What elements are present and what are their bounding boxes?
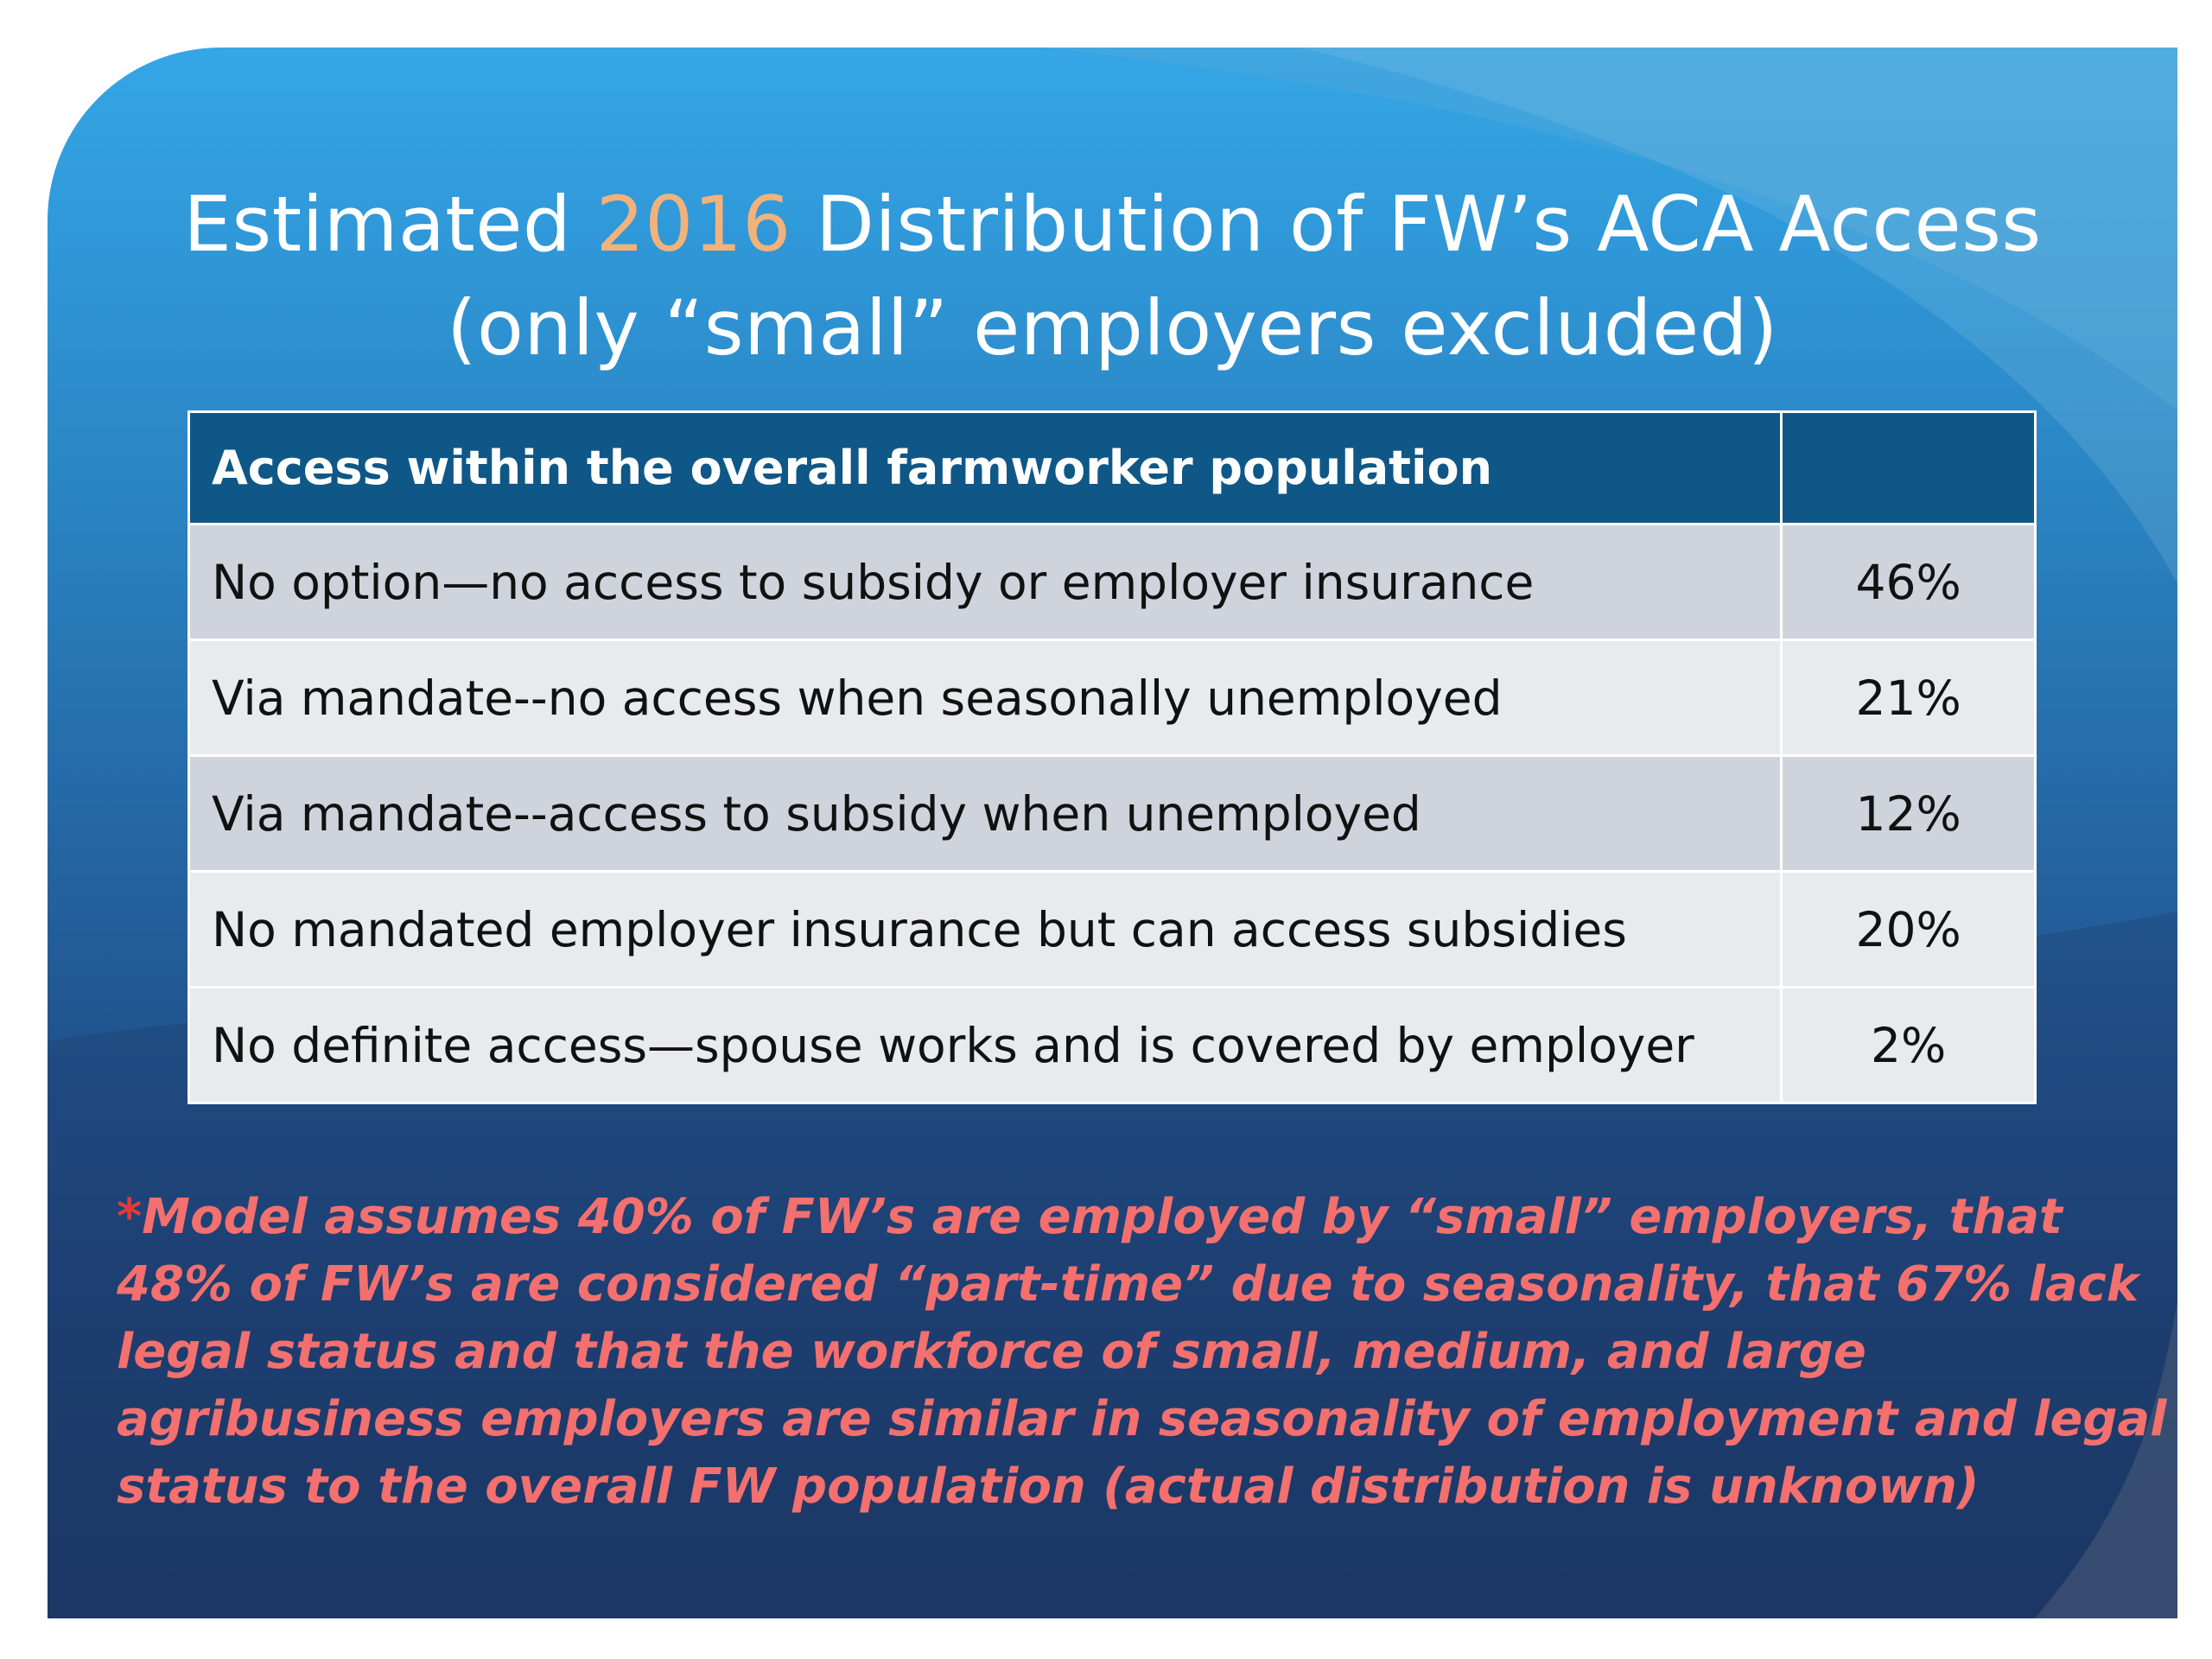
- row-value: 20%: [1780, 870, 2037, 988]
- title-year: 2016: [595, 180, 791, 269]
- title-text-after-year: Distribution of FW’s ACA Access: [791, 180, 2042, 269]
- row-value: 46%: [1780, 523, 2037, 641]
- table-header-value: [1780, 410, 2037, 525]
- title-line-2: (only “small” employers excluded): [447, 283, 1778, 372]
- row-value: 21%: [1780, 639, 2037, 757]
- access-distribution-table: Access within the overall farmworker pop…: [187, 410, 2037, 1104]
- footnote-asterisk: *: [117, 1189, 143, 1245]
- table-header-label: Access within the overall farmworker pop…: [187, 410, 1783, 525]
- row-label: No option—no access to subsidy or employ…: [187, 523, 1783, 641]
- footnote-line-1: *Model assumes 40% of FW’s are employed …: [117, 1184, 2173, 1251]
- row-value: 12%: [1780, 754, 2037, 873]
- table-row: No definite access—spouse works and is c…: [187, 986, 2037, 1104]
- table-row: Via mandate--access to subsidy when unem…: [187, 754, 2037, 873]
- slide-title: Estimated 2016 Distribution of FW’s ACA …: [48, 173, 2177, 380]
- row-label: Via mandate--no access when seasonally u…: [187, 639, 1783, 757]
- table-row: Via mandate--no access when seasonally u…: [187, 639, 2037, 757]
- footnote-line-2: 48% of FW’s are considered “part-time” d…: [117, 1256, 2139, 1313]
- title-text-before-year: Estimated: [183, 180, 596, 269]
- table-row: No mandated employer insurance but can a…: [187, 870, 2037, 988]
- footnote-line-3: legal status and that the workforce of s…: [117, 1324, 1866, 1380]
- footnote-line-5: status to the overall FW population (act…: [117, 1459, 1980, 1515]
- model-assumptions-footnote: *Model assumes 40% of FW’s are employed …: [117, 1184, 2173, 1521]
- row-value: 2%: [1780, 986, 2037, 1104]
- footnote-line-4: agribusiness employers are similar in se…: [117, 1391, 2167, 1447]
- table-row: No option—no access to subsidy or employ…: [187, 523, 2037, 641]
- footnote-line-1-text: Model assumes 40% of FW’s are employed b…: [142, 1189, 2063, 1245]
- row-label: No mandated employer insurance but can a…: [187, 870, 1783, 988]
- slide: Estimated 2016 Distribution of FW’s ACA …: [48, 48, 2177, 1618]
- row-label: No definite access—spouse works and is c…: [187, 986, 1783, 1104]
- row-label: Via mandate--access to subsidy when unem…: [187, 754, 1783, 873]
- table-header-row: Access within the overall farmworker pop…: [187, 410, 2037, 525]
- title-line-1: Estimated 2016 Distribution of FW’s ACA …: [48, 173, 2177, 276]
